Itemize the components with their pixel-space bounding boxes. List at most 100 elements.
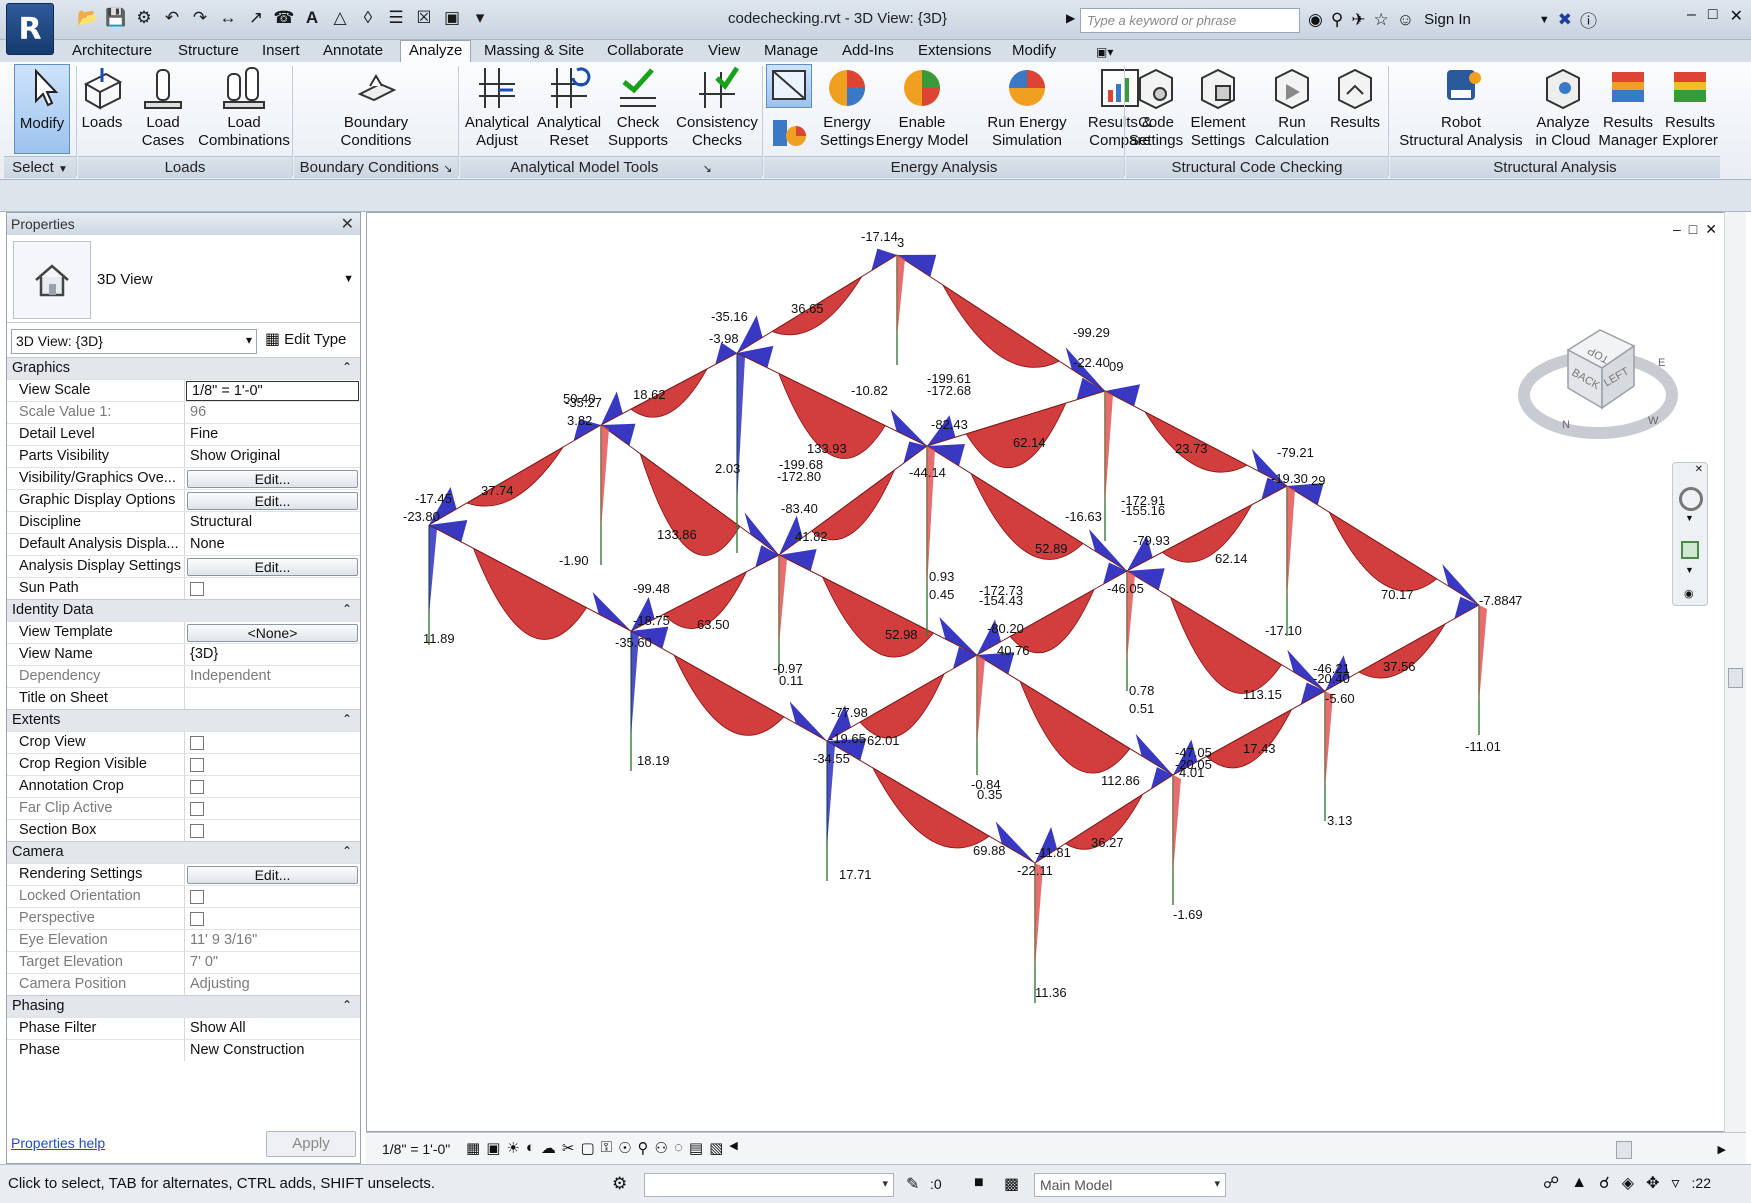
drag-on-selection-icon[interactable]: ✥	[1646, 1175, 1660, 1192]
highlight-displacement-icon[interactable]: ▤	[688, 1140, 704, 1157]
run-calculation-button[interactable]: Run Calculation	[1250, 64, 1334, 154]
property-input[interactable]: 1/8" = 1'-0"	[186, 381, 359, 401]
temporary-hide-icon[interactable]: ☉	[618, 1140, 632, 1157]
beam-line[interactable]	[778, 554, 978, 656]
zoom-region-icon[interactable]	[1681, 541, 1699, 559]
select-pinned-icon[interactable]: ☌	[1599, 1175, 1610, 1192]
close-icon[interactable]: ✕	[1729, 8, 1743, 25]
beam-line[interactable]	[1286, 485, 1480, 606]
minimize-icon[interactable]: –	[1687, 6, 1696, 23]
results-button[interactable]: Results	[1324, 64, 1386, 154]
worksets-icon[interactable]: ⚙	[612, 1174, 628, 1193]
tag-icon[interactable]: ☎	[273, 8, 295, 27]
beam-line[interactable]	[736, 254, 898, 354]
group-select[interactable]: Select ▼	[4, 156, 76, 178]
beam-line[interactable]	[826, 740, 1036, 864]
analytical-adjust-button[interactable]: Analytical Adjust	[462, 64, 532, 154]
collapse-icon[interactable]: ⌃	[341, 712, 352, 726]
chevron-down-icon[interactable]: ▼	[1538, 13, 1550, 26]
results-compare-button[interactable]: Results & Compare	[1080, 64, 1160, 154]
results-explorer-button[interactable]: Results Explorer	[1656, 64, 1724, 154]
energy-analysis-small-button[interactable]	[766, 64, 812, 108]
apply-button[interactable]: Apply	[266, 1131, 356, 1157]
beam-line[interactable]	[896, 254, 1106, 392]
customize-qat-icon[interactable]: ▾	[475, 8, 485, 27]
shadows-icon[interactable]: ◐	[525, 1139, 535, 1156]
redo-icon[interactable]: ↷	[192, 8, 208, 27]
chevron-left-icon[interactable]: ◀	[729, 1140, 738, 1152]
undo-icon[interactable]: ↶	[164, 8, 180, 27]
workset-dropdown[interactable]	[644, 1173, 894, 1197]
communication-icon[interactable]: ✈	[1351, 9, 1366, 29]
beam-line[interactable]	[630, 630, 828, 742]
collapse-icon[interactable]: ⌃	[341, 602, 352, 616]
subscription-icon[interactable]: ⚲	[1330, 9, 1344, 29]
select-by-face-icon[interactable]: ◈	[1621, 1175, 1635, 1192]
analytical-reset-button[interactable]: Analytical Reset	[534, 64, 604, 154]
section-icon[interactable]: ◊	[363, 8, 373, 27]
tab-collaborate[interactable]: Collaborate	[607, 42, 684, 59]
section-graphics[interactable]: Graphics ⌃	[7, 357, 360, 379]
properties-help-link[interactable]: Properties help	[11, 1135, 106, 1151]
beam-line[interactable]	[600, 352, 738, 426]
filter-icon[interactable]: ▿	[1671, 1175, 1680, 1192]
property-checkbox[interactable]	[190, 824, 204, 838]
exchange-apps-icon[interactable]: ✖	[1557, 9, 1572, 29]
model-dropdown[interactable]: Main Model	[1034, 1173, 1226, 1197]
tab-structure[interactable]: Structure	[178, 42, 239, 59]
collapse-icon[interactable]: ⌃	[341, 360, 352, 374]
temporary-view-properties-icon[interactable]: ⚇	[654, 1140, 668, 1157]
property-checkbox[interactable]	[190, 582, 204, 596]
tab-extensions[interactable]: Extensions	[918, 42, 992, 59]
minimize-icon[interactable]: –	[1673, 221, 1681, 237]
close-hidden-icon[interactable]: ☒	[416, 8, 432, 27]
switch-windows-icon[interactable]: ▣	[443, 8, 461, 27]
3d-view-icon[interactable]: △	[333, 8, 347, 27]
property-value[interactable]: Structural	[190, 514, 253, 530]
property-checkbox[interactable]	[190, 736, 204, 750]
beam-line[interactable]	[600, 424, 780, 556]
property-value[interactable]: New Construction	[190, 1042, 305, 1058]
property-edit-button[interactable]: Edit...	[187, 866, 358, 884]
tab-add-ins[interactable]: Add-Ins	[842, 42, 894, 59]
beam-line[interactable]	[630, 554, 780, 632]
tab-manage[interactable]: Manage	[764, 42, 819, 59]
section-extents[interactable]: Extents ⌃	[7, 709, 360, 731]
dimension-icon[interactable]: ↗	[248, 8, 264, 27]
run-energy-simulation-button[interactable]: Run Energy Simulation	[972, 64, 1082, 154]
section-phasing[interactable]: Phasing ⌃	[7, 995, 360, 1017]
instance-selector[interactable]: 3D View: {3D}	[11, 329, 257, 354]
beam-line[interactable]	[976, 654, 1174, 776]
beam-line[interactable]	[1104, 390, 1288, 487]
application-menu-button[interactable]: R	[6, 3, 54, 55]
beam-line[interactable]	[428, 424, 602, 526]
detail-level-icon[interactable]: ▦	[466, 1140, 481, 1157]
vertical-scrollbar[interactable]	[1724, 212, 1746, 1132]
help-icon[interactable]: ⓘ	[1580, 12, 1597, 31]
tab-annotate[interactable]: Annotate	[323, 42, 384, 59]
favorites-icon[interactable]: ☆	[1373, 9, 1389, 29]
property-value[interactable]: Show Original	[190, 448, 281, 464]
beam-line[interactable]	[1126, 485, 1288, 572]
property-value[interactable]: Show All	[190, 1020, 246, 1036]
load-combinations-button[interactable]: Load Combinations	[190, 64, 298, 154]
load-cases-button[interactable]: Load Cases	[138, 64, 188, 154]
restore-icon[interactable]: □	[1707, 6, 1718, 23]
collapse-icon[interactable]: ⌃	[341, 844, 352, 858]
close-icon[interactable]: ✕	[1694, 464, 1703, 475]
user-icon[interactable]: ☺	[1396, 9, 1415, 29]
results-manager-button[interactable]: Results Manager	[1594, 64, 1662, 154]
close-icon[interactable]: ✕	[340, 216, 354, 233]
settings-icon[interactable]: ◉	[1684, 588, 1694, 600]
vertical-scroll-thumb[interactable]	[1728, 668, 1743, 688]
ribbon-options-icon[interactable]: ▣▾	[1096, 45, 1114, 59]
editing-requests-icon[interactable]: ✎	[906, 1176, 920, 1193]
beam-line[interactable]	[926, 445, 1128, 572]
analyze-in-cloud-button[interactable]: Analyze in Cloud	[1530, 64, 1596, 154]
property-value[interactable]: None	[190, 536, 225, 552]
beam-line[interactable]	[1126, 570, 1326, 692]
type-selector[interactable]: 3D View ▼	[7, 235, 360, 323]
robot-structural-analysis-button[interactable]: Robot Structural Analysis	[1398, 64, 1524, 154]
property-checkbox[interactable]	[190, 780, 204, 794]
restore-icon[interactable]: □	[1688, 221, 1698, 237]
